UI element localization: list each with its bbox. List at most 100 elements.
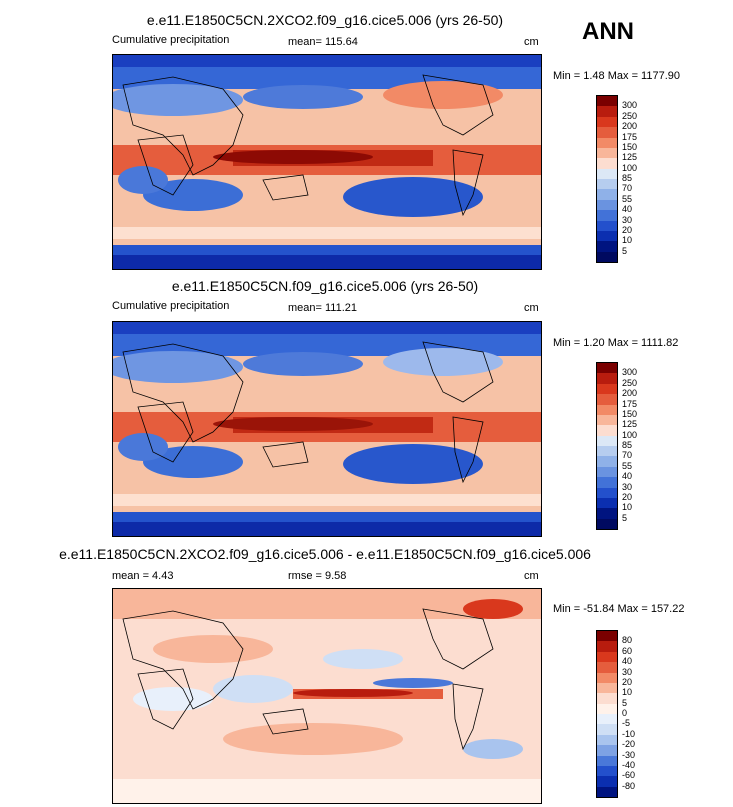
colorbar-tick: 100 bbox=[622, 429, 638, 440]
panel3-colorbar-swatch bbox=[597, 724, 617, 735]
colorbar-tick: 40 bbox=[622, 656, 633, 667]
panel2-title: e.e11.E1850C5CN.f09_g16.cice5.006 (yrs 2… bbox=[171, 278, 479, 294]
colorbar-tick: 125 bbox=[622, 152, 638, 163]
panel1-colorbar-swatch bbox=[597, 116, 617, 128]
colorbar-tick: 250 bbox=[622, 377, 638, 388]
colorbar-tick: 5 bbox=[622, 245, 628, 256]
panel3-colorbar-swatch bbox=[597, 776, 617, 787]
panel2-colorbar-swatch bbox=[597, 425, 617, 436]
panel3-units: cm bbox=[524, 570, 539, 582]
panel3-colorbar-swatch bbox=[597, 641, 617, 652]
panel1-mean: mean= 115.64 bbox=[288, 36, 358, 48]
panel2-colorbar-swatch bbox=[597, 477, 617, 488]
colorbar-tick: 85 bbox=[622, 173, 633, 183]
colorbar-tick: 150 bbox=[622, 141, 638, 152]
panel3-colorbar-swatch bbox=[597, 786, 617, 797]
panel2-colorbar-swatch bbox=[597, 383, 617, 395]
panel3-colorbar-swatch bbox=[597, 631, 617, 642]
panel3-colorbar-swatch bbox=[597, 703, 617, 714]
colorbar-tick: 20 bbox=[622, 491, 633, 502]
panel2-colorbar-swatch bbox=[597, 518, 617, 529]
panel1-colorbar-swatch bbox=[597, 179, 617, 190]
panel2-mean: mean= 111.21 bbox=[288, 302, 358, 314]
colorbar-tick: 0 bbox=[622, 708, 628, 718]
colorbar-tick: 70 bbox=[622, 450, 633, 461]
colorbar-tick: 125 bbox=[622, 419, 638, 430]
colorbar-tick: 200 bbox=[622, 388, 638, 399]
colorbar-tick: 55 bbox=[622, 460, 633, 471]
colorbar-tick: 20 bbox=[622, 676, 633, 687]
panel2-subtitle: Cumulative precipitation bbox=[112, 300, 230, 312]
panel2-map bbox=[112, 321, 542, 537]
panel2-colorbar-swatch bbox=[597, 435, 617, 446]
panel3-colorbar-swatch bbox=[597, 693, 617, 704]
panel2-colorbar-swatch bbox=[597, 394, 617, 405]
panel2-map-svg bbox=[113, 322, 541, 536]
panel1-colorbar-swatch bbox=[597, 137, 617, 148]
panel3-colorbar-swatch bbox=[597, 755, 617, 766]
panel1-colorbar-swatch bbox=[597, 189, 617, 200]
panel3-colorbar-swatch bbox=[597, 672, 617, 683]
panel1-minmax: Min = 1.48 Max = 1177.90 bbox=[553, 70, 680, 82]
panel2-colorbar-swatch bbox=[597, 404, 617, 415]
panel3-mean: mean = 4.43 bbox=[112, 570, 174, 582]
colorbar-tick: 70 bbox=[622, 183, 633, 194]
colorbar-tick: -20 bbox=[622, 739, 636, 750]
panel2-units: cm bbox=[524, 302, 539, 314]
panel3-colorbar-swatch bbox=[597, 734, 617, 746]
panel3-rmse: rmse = 9.58 bbox=[288, 570, 347, 582]
season-label: ANN bbox=[582, 18, 634, 45]
panel2-colorbar bbox=[596, 362, 618, 530]
colorbar-tick: 175 bbox=[622, 131, 638, 142]
colorbar-tick: 80 bbox=[622, 635, 633, 646]
panel3-colorbar-swatch bbox=[597, 714, 617, 725]
panel2-colorbar-swatch bbox=[597, 456, 617, 467]
panel3-map bbox=[112, 588, 542, 804]
panel1-colorbar-swatch bbox=[597, 96, 617, 107]
panel3-title: e.e11.E1850C5CN.2XCO2.f09_g16.cice5.006 … bbox=[59, 546, 591, 562]
colorbar-tick: 5 bbox=[622, 512, 628, 523]
colorbar-tick: 10 bbox=[622, 235, 633, 246]
panel1-map bbox=[112, 54, 542, 270]
panel1-subtitle: Cumulative precipitation bbox=[112, 34, 230, 46]
panel2-colorbar-swatch bbox=[597, 414, 617, 426]
panel1-colorbar-swatch bbox=[597, 220, 617, 231]
panel1-colorbar-swatch bbox=[597, 168, 617, 179]
colorbar-tick: -80 bbox=[622, 780, 636, 791]
colorbar-tick: 300 bbox=[622, 100, 638, 111]
panel2-colorbar-swatch bbox=[597, 487, 617, 498]
colorbar-tick: -5 bbox=[622, 718, 631, 729]
colorbar-tick: 100 bbox=[622, 162, 638, 173]
colorbar-tick: 150 bbox=[622, 408, 638, 419]
panel1-units: cm bbox=[524, 36, 539, 48]
colorbar-tick: 20 bbox=[622, 224, 633, 235]
panel1-colorbar-swatch bbox=[597, 199, 617, 211]
colorbar-tick: 10 bbox=[622, 502, 633, 513]
panel2-colorbar-swatch bbox=[597, 363, 617, 374]
colorbar-tick: 30 bbox=[622, 481, 633, 492]
colorbar-tick: 85 bbox=[622, 440, 633, 450]
panel1-colorbar bbox=[596, 95, 618, 263]
panel3-map-svg bbox=[113, 589, 541, 803]
colorbar-tick: 40 bbox=[622, 204, 633, 215]
colorbar-tick: 175 bbox=[622, 398, 638, 409]
panel1-map-svg bbox=[113, 55, 541, 269]
colorbar-tick: -30 bbox=[622, 749, 636, 760]
colorbar-tick: -10 bbox=[622, 728, 636, 739]
colorbar-tick: 250 bbox=[622, 110, 638, 121]
panel2-colorbar-swatch bbox=[597, 446, 617, 457]
colorbar-tick: 5 bbox=[622, 697, 628, 708]
panel3-colorbar-swatch bbox=[597, 745, 617, 756]
panel1-colorbar-swatch bbox=[597, 251, 617, 262]
colorbar-tick: 300 bbox=[622, 367, 638, 378]
colorbar-tick: 40 bbox=[622, 471, 633, 482]
panel1-colorbar-swatch bbox=[597, 106, 617, 117]
panel3-colorbar-swatch bbox=[597, 662, 617, 673]
panel2-minmax: Min = 1.20 Max = 1111.82 bbox=[553, 337, 679, 349]
panel3-colorbar bbox=[596, 630, 618, 798]
panel1-colorbar-swatch bbox=[597, 127, 617, 138]
panel3-colorbar-swatch bbox=[597, 682, 617, 694]
colorbar-tick: 10 bbox=[622, 687, 633, 698]
panel3-colorbar-swatch bbox=[597, 651, 617, 663]
colorbar-tick: 200 bbox=[622, 121, 638, 132]
